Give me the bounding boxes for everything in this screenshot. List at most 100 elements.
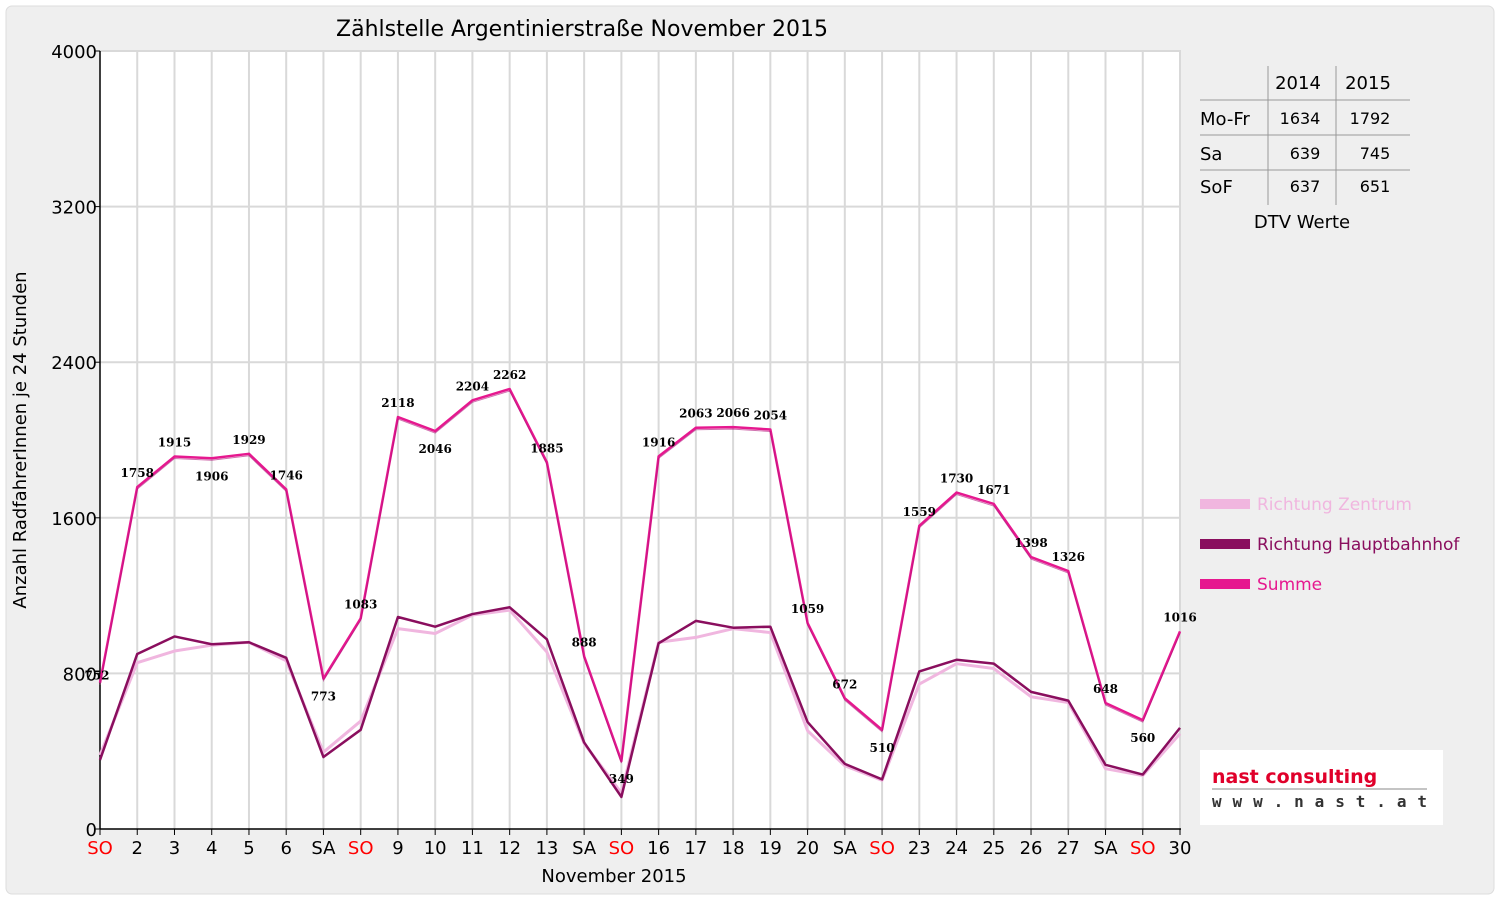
- table-cell: 745: [1360, 144, 1391, 163]
- table-header-2015: 2015: [1345, 73, 1391, 94]
- dtv-table: 2014 2015 Mo-Fr 1634 1792 Sa 639 745 SoF…: [1200, 66, 1410, 233]
- table-row-label: Sa: [1200, 144, 1222, 165]
- data-label: 1746: [270, 468, 303, 482]
- table-row-label: Mo-Fr: [1200, 109, 1250, 130]
- x-tick-label: 17: [684, 838, 707, 859]
- legend-swatch-summe: [1200, 579, 1250, 589]
- legend-label-summe: Summe: [1257, 575, 1322, 595]
- x-tick-label: 4: [206, 838, 217, 859]
- x-tick-label: 24: [945, 838, 968, 859]
- table-cell: 639: [1290, 144, 1321, 163]
- data-label: 1730: [940, 472, 973, 486]
- x-tick-label: 26: [1020, 838, 1043, 859]
- table-row-label: SoF: [1200, 177, 1233, 198]
- x-tick-label: 30: [1169, 838, 1192, 859]
- table-cell: 1792: [1350, 109, 1391, 128]
- x-tick-label: 9: [392, 838, 403, 859]
- data-label: 2118: [381, 396, 414, 410]
- x-tick-label: 18: [722, 838, 745, 859]
- data-label: 349: [609, 772, 634, 786]
- x-tick-label: 5: [243, 838, 254, 859]
- series-lines: [98, 387, 1182, 799]
- x-tick-label: SA: [1093, 838, 1118, 859]
- table-cell: 651: [1360, 177, 1391, 196]
- y-tick-label: 0: [86, 820, 97, 841]
- x-tick-label: SA: [833, 838, 858, 859]
- data-label: 888: [572, 635, 597, 649]
- nast-consulting-logo: nast consulting www.nast.at: [1200, 750, 1443, 825]
- data-label: 1671: [977, 483, 1010, 497]
- x-tick-label: 2: [132, 838, 143, 859]
- x-tick-label: SA: [572, 838, 597, 859]
- data-label: 1906: [195, 469, 228, 483]
- data-label: 672: [832, 677, 857, 691]
- data-label: 773: [311, 690, 336, 704]
- x-tick-label: 13: [535, 838, 558, 859]
- y-tick-labels: 0 800 1600 2400 3200 4000: [51, 42, 97, 841]
- x-tick-label: 20: [796, 838, 819, 859]
- data-label: 2262: [493, 368, 526, 382]
- x-tick-label: SO: [348, 838, 374, 859]
- chart-title: Zählstelle Argentinierstraße November 20…: [336, 17, 828, 42]
- x-tick-label: 12: [498, 838, 521, 859]
- data-label: 1758: [121, 466, 154, 480]
- x-tick-label: 19: [759, 838, 782, 859]
- data-label: 1016: [1163, 610, 1196, 624]
- legend-swatch-hauptbahnhof: [1200, 539, 1250, 549]
- data-label: 2066: [716, 406, 749, 420]
- data-label: 1398: [1014, 536, 1047, 550]
- legend-label-zentrum: Richtung Zentrum: [1257, 495, 1412, 515]
- data-label: 560: [1130, 731, 1155, 745]
- data-label: 648: [1093, 682, 1118, 696]
- x-tick-label: SA: [311, 838, 336, 859]
- plot-area: [100, 51, 1181, 829]
- x-tick-label: SO: [609, 838, 635, 859]
- data-label: 2063: [679, 407, 712, 421]
- y-tick-label: 2400: [51, 353, 97, 374]
- data-labels: 752 1758 1915 1906 1929 1746 773 1083 2118 2046 22…: [84, 368, 1196, 786]
- x-tick-label: 23: [908, 838, 931, 859]
- x-tick-labels: SO 2 3 4 5 6 SA SO 9 10 11 12 13 SA SO 16 17 18 19 20 SA SO 23…: [87, 838, 1191, 859]
- data-label: 2204: [456, 379, 489, 393]
- series-line-summe-shadow: [99, 390, 1181, 764]
- x-tick-label: 6: [280, 838, 291, 859]
- y-tick-label: 3200: [51, 198, 97, 219]
- legend-swatch-zentrum: [1200, 499, 1250, 509]
- data-label: 1929: [232, 433, 265, 447]
- y-tick-label: 1600: [51, 509, 97, 530]
- data-label: 1915: [158, 436, 191, 450]
- x-tick-label: SO: [869, 838, 895, 859]
- data-label: 1059: [791, 602, 824, 616]
- x-axis-label: November 2015: [541, 866, 686, 887]
- data-label: 2046: [418, 442, 451, 456]
- x-tick-label: 3: [169, 838, 180, 859]
- x-tick-label: 25: [982, 838, 1005, 859]
- table-caption: DTV Werte: [1254, 212, 1350, 233]
- x-tick-label: 10: [424, 838, 447, 859]
- data-label: 1326: [1052, 550, 1085, 564]
- legend-label-hauptbahnhof: Richtung Hauptbahnhof: [1257, 535, 1460, 555]
- data-label: 1083: [344, 597, 377, 611]
- logo-text: nast consulting: [1212, 766, 1377, 788]
- table-cell: 1634: [1280, 109, 1321, 128]
- data-label: 1559: [903, 505, 936, 519]
- x-tick-label: 11: [461, 838, 484, 859]
- data-label: 1916: [642, 435, 675, 449]
- series-line-hauptbahnhof: [98, 606, 1181, 799]
- data-label: 510: [870, 741, 895, 755]
- data-label: 752: [84, 669, 109, 683]
- table-header-2014: 2014: [1275, 73, 1321, 94]
- y-tick-label: 4000: [51, 42, 97, 63]
- data-label: 1885: [530, 441, 563, 455]
- x-tick-label: SO: [87, 838, 113, 859]
- x-tick-label: SO: [1130, 838, 1156, 859]
- y-axis-label: Anzahl RadfahrerInnen je 24 Stunden: [10, 271, 31, 608]
- legend: Richtung Zentrum Richtung Hauptbahnhof S…: [1200, 495, 1460, 595]
- axes: [94, 50, 1181, 835]
- x-tick-label: 27: [1057, 838, 1080, 859]
- x-tick-label: 16: [647, 838, 670, 859]
- data-label: 2054: [754, 408, 787, 422]
- table-cell: 637: [1290, 177, 1321, 196]
- logo-background: [1200, 750, 1443, 825]
